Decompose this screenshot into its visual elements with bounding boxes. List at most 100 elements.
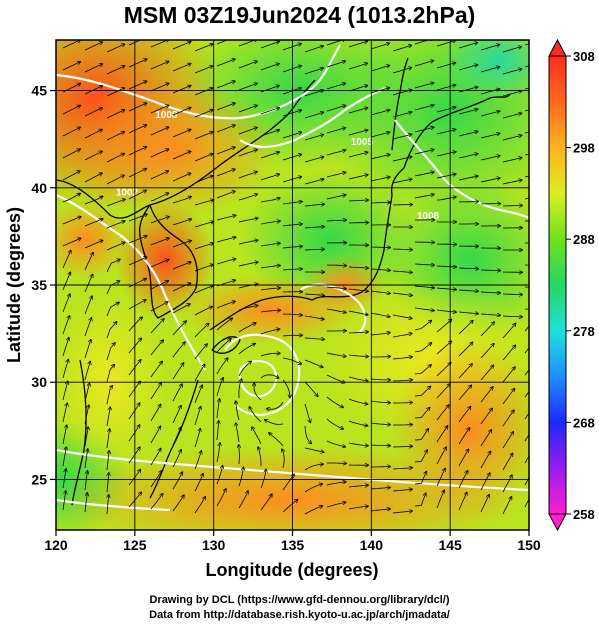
wind-arrow (524, 43, 529, 46)
wind-arrow (502, 316, 522, 317)
wind-arrow (348, 420, 368, 426)
wind-arrow (260, 221, 280, 225)
wind-arrow (84, 493, 87, 513)
wind-arrow (502, 205, 522, 206)
wind-arrow (392, 68, 411, 74)
wind-arrow (62, 425, 67, 445)
wind-arrow (524, 87, 529, 90)
wind-arrow (150, 238, 169, 246)
wind-arrow (304, 294, 324, 295)
wind-arrow (84, 86, 102, 95)
wind-arrow (194, 474, 203, 492)
wind-arrow (216, 489, 226, 507)
wind-arrow (392, 205, 412, 206)
wind-arrow (480, 67, 500, 73)
x-tick-label: 145 (438, 537, 462, 553)
wind-arrow (172, 173, 191, 182)
wind-arrow (260, 243, 280, 247)
wind-arrow (370, 247, 390, 248)
wind-arrow (172, 241, 191, 248)
wind-arrow (128, 40, 147, 46)
wind-arrow (458, 321, 473, 335)
wind-arrow (238, 105, 257, 113)
wind-arrow (370, 202, 390, 203)
grid-lines (56, 40, 529, 530)
wind-arrow (62, 62, 80, 71)
colorbar-tick-label: 278 (573, 324, 595, 339)
wind-arrow (106, 88, 124, 97)
wind-arrow (370, 132, 390, 138)
wind-arrow (392, 112, 412, 118)
wind-arrow (62, 381, 68, 401)
wind-arrow (128, 214, 147, 222)
wind-arrow (172, 151, 191, 160)
wind-arrow (194, 385, 202, 404)
wind-arrow (348, 41, 367, 48)
wind-arrow (238, 150, 257, 157)
wind-arrow (194, 286, 213, 294)
x-tick-label: 130 (202, 537, 226, 553)
wind-arrow (348, 506, 368, 510)
wind-arrow (370, 509, 390, 512)
wind-arrow (128, 300, 146, 310)
colorbar-tick-label: 298 (573, 141, 595, 156)
wind-arrow (194, 407, 201, 426)
wind-arrow (216, 191, 235, 199)
wind-arrow (348, 63, 367, 70)
wind-arrow (252, 427, 262, 445)
wind-arrow (106, 365, 114, 383)
wind-arrow (216, 237, 236, 243)
wind-arrow (370, 401, 390, 403)
x-axis-ticks: 120 125 130 135 140 145 150 (44, 530, 541, 553)
wind-arrow (414, 264, 434, 265)
wind-arrow (62, 294, 70, 313)
wind-arrow (260, 329, 280, 335)
y-tick-label: 35 (31, 277, 47, 293)
wind-arrow (370, 333, 390, 336)
wind-arrow (84, 219, 103, 227)
wind-arrow (304, 112, 323, 119)
wind-arrow (304, 179, 324, 185)
wind-arrow (370, 66, 389, 72)
wind-arrow (326, 482, 346, 486)
wind-arrow (217, 421, 219, 441)
wind-arrow (62, 194, 80, 203)
wind-arrow (172, 406, 181, 424)
wind-arrow (216, 318, 232, 331)
wind-arrow (84, 130, 102, 139)
wind-arrow (370, 379, 390, 380)
wind-arrow (194, 497, 205, 514)
wind-arrow (106, 154, 124, 163)
wind-arrow (458, 407, 471, 423)
wind-arrow (216, 466, 223, 485)
y-tick-label: 30 (31, 374, 47, 390)
wind-arrow (238, 344, 255, 355)
wind-arrow (238, 172, 257, 179)
colorbar-tick-label: 268 (573, 415, 595, 430)
wind-arrow (84, 405, 89, 425)
wind-arrow (84, 64, 102, 73)
wind-arrow (238, 323, 256, 333)
wind-arrow (62, 217, 81, 225)
wind-arrow (392, 249, 412, 250)
wind-arrow (480, 451, 491, 469)
wind-arrow (414, 493, 426, 507)
x-tick-label: 125 (123, 537, 147, 553)
wind-arrow (392, 446, 412, 447)
wind-arrow (216, 358, 228, 375)
wind-arrow (414, 321, 431, 331)
wind-arrow (524, 153, 529, 156)
wind-arrow (480, 178, 500, 183)
wind-arrow (502, 113, 522, 119)
wind-arrow (502, 410, 514, 427)
contour-label: 1008 (417, 211, 440, 222)
colorbar-tick-label: 288 (573, 232, 595, 247)
wind-arrow (436, 85, 456, 91)
wind-arrow (194, 324, 209, 338)
contour-label: 1005 (351, 137, 374, 148)
wind-arrow (150, 404, 161, 422)
wind-arrow (436, 309, 456, 312)
wind-arrow (436, 447, 446, 465)
wind-arrow (107, 473, 109, 493)
wind-arrow (84, 427, 88, 447)
